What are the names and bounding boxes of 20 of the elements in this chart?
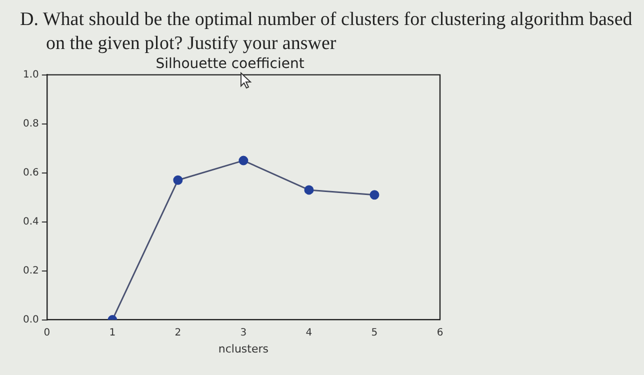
y-tick-label: 0.8 [22, 118, 39, 130]
x-tick-label: 5 [371, 327, 378, 338]
x-tick-label: 2 [174, 327, 182, 338]
x-tick-label: 4 [306, 327, 312, 338]
y-tick-label: 0.6 [22, 167, 39, 178]
x-tick-label: 1 [109, 327, 116, 338]
x-tick-label: 0 [44, 327, 50, 338]
y-tick-label: 0.4 [22, 216, 39, 228]
point [173, 175, 183, 185]
text: D. What should be the optimal number of clusters for clustering algorithm based on the given plot? Justify your answer [20, 8, 634, 56]
y-tick-label: 1.0 [22, 69, 39, 80]
point [304, 185, 314, 195]
point [238, 156, 248, 166]
y-tick-label: 0.0 [22, 314, 39, 326]
point [370, 190, 380, 200]
x-tick-label: 6 [436, 327, 444, 338]
y-tick-label: 0.2 [22, 265, 39, 276]
x-tick-label: 3 [240, 327, 247, 338]
x-axis-title: nclusters [218, 342, 269, 356]
chart-title: Silhouette coefficient [156, 56, 305, 72]
